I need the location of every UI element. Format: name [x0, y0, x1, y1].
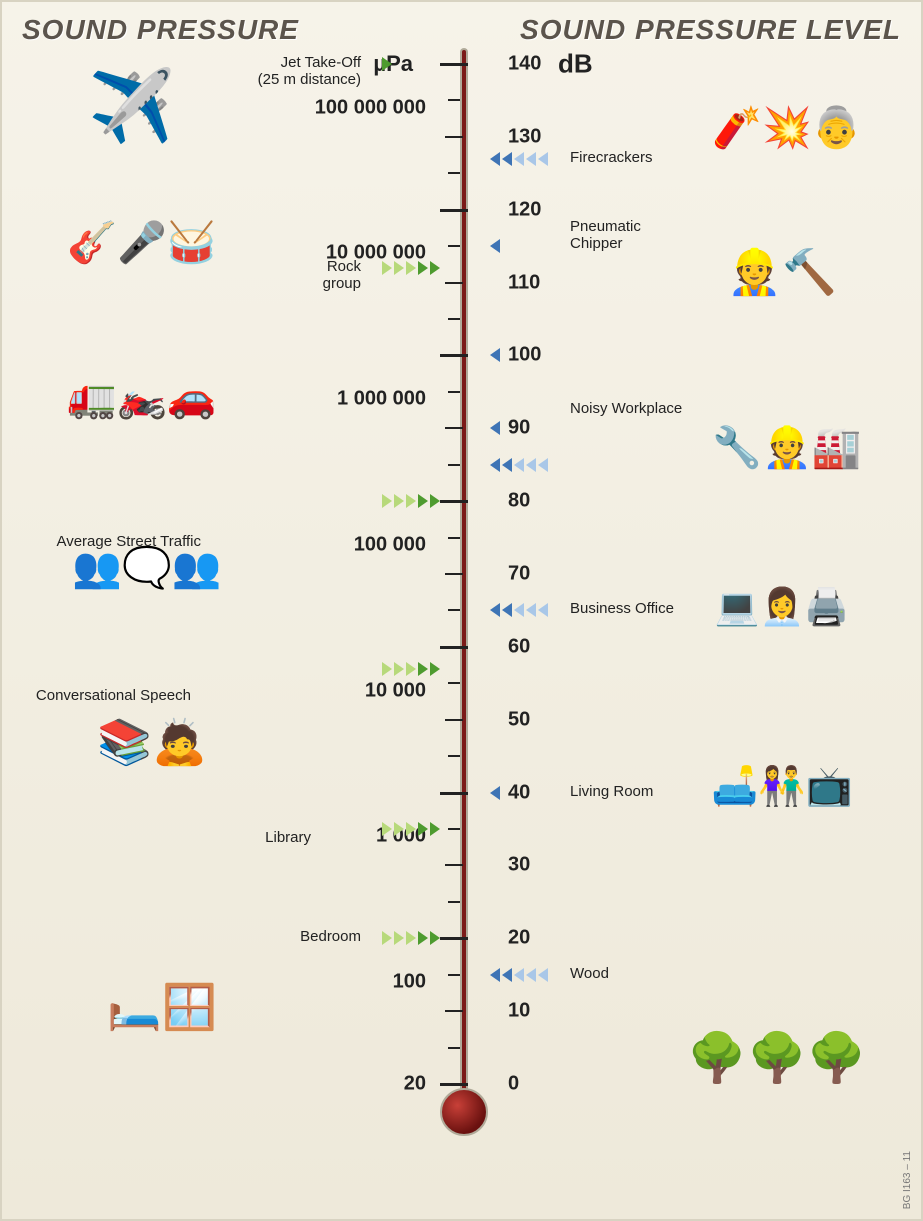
illustration-bedroom: 🛏️🪟 — [52, 942, 272, 1072]
pa-label-10000: 10 000 — [365, 679, 426, 702]
tick-minor-65 — [448, 609, 460, 611]
tick-minor-125 — [448, 172, 460, 174]
tick-100 — [440, 354, 468, 357]
thermometer-bulb — [440, 1088, 488, 1136]
item-label-living-room: Living Room — [570, 783, 653, 800]
tick-60 — [440, 646, 468, 649]
infographic-root: SOUND PRESSURE SOUND PRESSURE LEVEL µPa … — [0, 0, 923, 1221]
item-label-bedroom: Bedroom — [300, 928, 361, 945]
db-label-30: 30 — [508, 854, 530, 877]
tick-80 — [440, 500, 468, 503]
db-label-60: 60 — [508, 635, 530, 658]
thermometer — [454, 48, 474, 1128]
title-left: SOUND PRESSURE — [22, 14, 299, 46]
blue-arrows — [490, 152, 548, 166]
title-right: SOUND PRESSURE LEVEL — [520, 14, 901, 46]
blue-arrows — [490, 458, 548, 472]
illustration-living-room: 🛋️👫📺 — [652, 722, 912, 852]
tick-minor-5 — [448, 1047, 460, 1049]
tick-90 — [445, 427, 463, 429]
db-label-50: 50 — [508, 708, 530, 731]
illustration-noisy-workplace: 🔧👷🏭 — [662, 382, 912, 512]
unit-right: dB — [558, 49, 593, 80]
tick-50 — [445, 719, 463, 721]
tick-minor-105 — [448, 318, 460, 320]
item-label-wood: Wood — [570, 965, 609, 982]
item-label-library: Library — [265, 829, 311, 846]
pa-label-100: 100 — [393, 971, 426, 994]
green-arrows — [382, 931, 440, 945]
db-label-100: 100 — [508, 344, 541, 367]
db-label-140: 140 — [508, 53, 541, 76]
illustration-business-office: 💻👩‍💼🖨️ — [652, 542, 912, 672]
db-label-0: 0 — [508, 1073, 519, 1096]
tick-minor-55 — [448, 682, 460, 684]
tick-0 — [440, 1083, 468, 1086]
illustration-rock-group: 🎸🎤🥁 — [32, 192, 252, 292]
tick-120 — [440, 209, 468, 212]
green-arrows — [382, 662, 440, 676]
db-label-20: 20 — [508, 927, 530, 950]
unit-left: µPa — [373, 51, 413, 77]
blue-arrows — [490, 239, 500, 253]
tick-130 — [445, 136, 463, 138]
tick-20 — [440, 937, 468, 940]
pa-label-20: 20 — [404, 1073, 426, 1096]
tick-minor-35 — [448, 828, 460, 830]
tick-minor-85 — [448, 464, 460, 466]
tick-minor-135 — [448, 99, 460, 101]
illustration-firecrackers: 🧨💥👵 — [672, 72, 902, 182]
illustration-pneumatic-chipper: 👷🔨 — [672, 212, 892, 332]
db-label-10: 10 — [508, 1000, 530, 1023]
illustration-library: 📚🙇 — [42, 682, 262, 802]
db-label-40: 40 — [508, 781, 530, 804]
db-label-120: 120 — [508, 198, 541, 221]
tick-minor-45 — [448, 755, 460, 757]
tick-110 — [445, 282, 463, 284]
tick-70 — [445, 573, 463, 575]
db-label-90: 90 — [508, 417, 530, 440]
db-label-70: 70 — [508, 563, 530, 586]
illustration-wood: 🌳🌳🌳 — [642, 982, 912, 1132]
thermometer-tube — [460, 48, 468, 1108]
pa-label-100000000: 100 000 000 — [315, 96, 426, 119]
blue-arrows — [490, 348, 500, 362]
tick-minor-15 — [448, 974, 460, 976]
blue-arrows — [490, 421, 500, 435]
illustration-jet-take-off-25-m-distance: ✈️ — [22, 62, 242, 152]
db-label-80: 80 — [508, 490, 530, 513]
db-label-110: 110 — [508, 271, 540, 294]
tick-140 — [440, 63, 468, 66]
green-arrows — [382, 494, 440, 508]
item-label-firecrackers: Firecrackers — [570, 149, 653, 166]
green-arrows — [382, 822, 440, 836]
db-label-130: 130 — [508, 125, 541, 148]
illustration-average-street-traffic: 🚛🏍️🚗 — [22, 342, 262, 452]
tick-30 — [445, 864, 463, 866]
item-label-rock-group: Rock group — [323, 258, 361, 293]
tick-minor-25 — [448, 901, 460, 903]
tick-10 — [445, 1010, 463, 1012]
blue-arrows — [490, 786, 500, 800]
reference-code: BG I163 – 11 — [902, 1151, 913, 1209]
blue-arrows — [490, 968, 548, 982]
green-arrows — [382, 57, 392, 71]
tick-minor-75 — [448, 537, 460, 539]
tick-minor-115 — [448, 245, 460, 247]
green-arrows — [382, 261, 440, 275]
pa-label-100000: 100 000 — [354, 533, 426, 556]
pa-label-1000000: 1 000 000 — [337, 388, 426, 411]
item-label-pneumatic-chipper: Pneumatic Chipper — [570, 218, 641, 253]
tick-40 — [440, 792, 468, 795]
item-label-jet-take-off-25-m-distance: Jet Take-Off (25 m distance) — [258, 54, 361, 89]
tick-minor-95 — [448, 391, 460, 393]
illustration-conversational-speech: 👥🗨️👥 — [32, 512, 262, 622]
blue-arrows — [490, 603, 548, 617]
